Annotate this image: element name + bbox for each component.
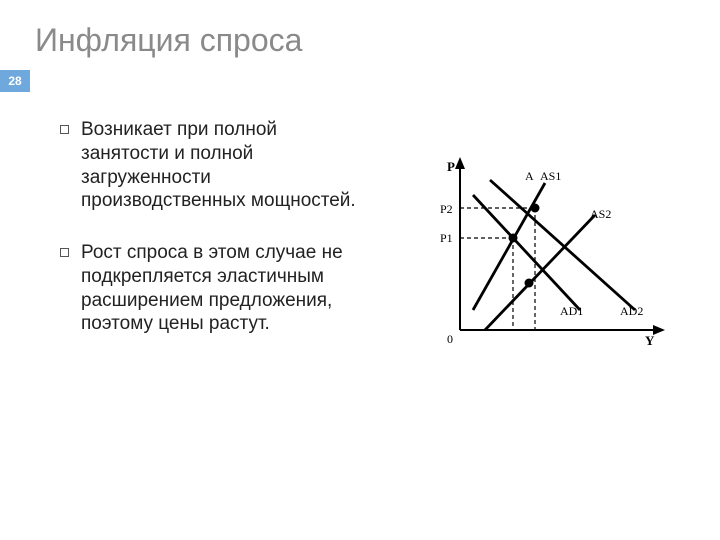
y-axis-arrow <box>455 157 465 169</box>
page-number-badge: 28 <box>0 70 30 92</box>
label-p2: P2 <box>440 202 453 216</box>
list-item: Возникает при полной занятости и полной … <box>60 118 360 213</box>
label-ad2: AD2 <box>620 304 643 318</box>
line-as1 <box>473 183 545 310</box>
intersection-point <box>531 204 540 213</box>
bullet-text: Рост спроса в этом случае не подкрепляет… <box>81 241 360 336</box>
list-item: Рост спроса в этом случае не подкрепляет… <box>60 241 360 336</box>
label-a: A <box>525 169 534 183</box>
axis-label-y: Y <box>645 333 655 348</box>
square-bullet-icon <box>60 248 69 257</box>
x-axis-arrow <box>653 325 665 335</box>
label-as2: AS2 <box>590 207 611 221</box>
square-bullet-icon <box>60 125 69 134</box>
label-as1: AS1 <box>540 169 561 183</box>
supply-demand-chart: P Y 0 P1 P2 A AS1 AS2 AD1 AD2 <box>425 155 675 360</box>
bullet-list: Возникает при полной занятости и полной … <box>60 118 360 364</box>
intersection-point <box>509 234 518 243</box>
label-p1: P1 <box>440 231 453 245</box>
slide-title: Инфляция спроса <box>35 22 302 59</box>
label-ad1: AD1 <box>560 304 583 318</box>
axis-label-p: P <box>447 159 455 174</box>
intersection-point <box>525 279 534 288</box>
origin-label: 0 <box>447 332 453 346</box>
bullet-text: Возникает при полной занятости и полной … <box>81 118 360 213</box>
